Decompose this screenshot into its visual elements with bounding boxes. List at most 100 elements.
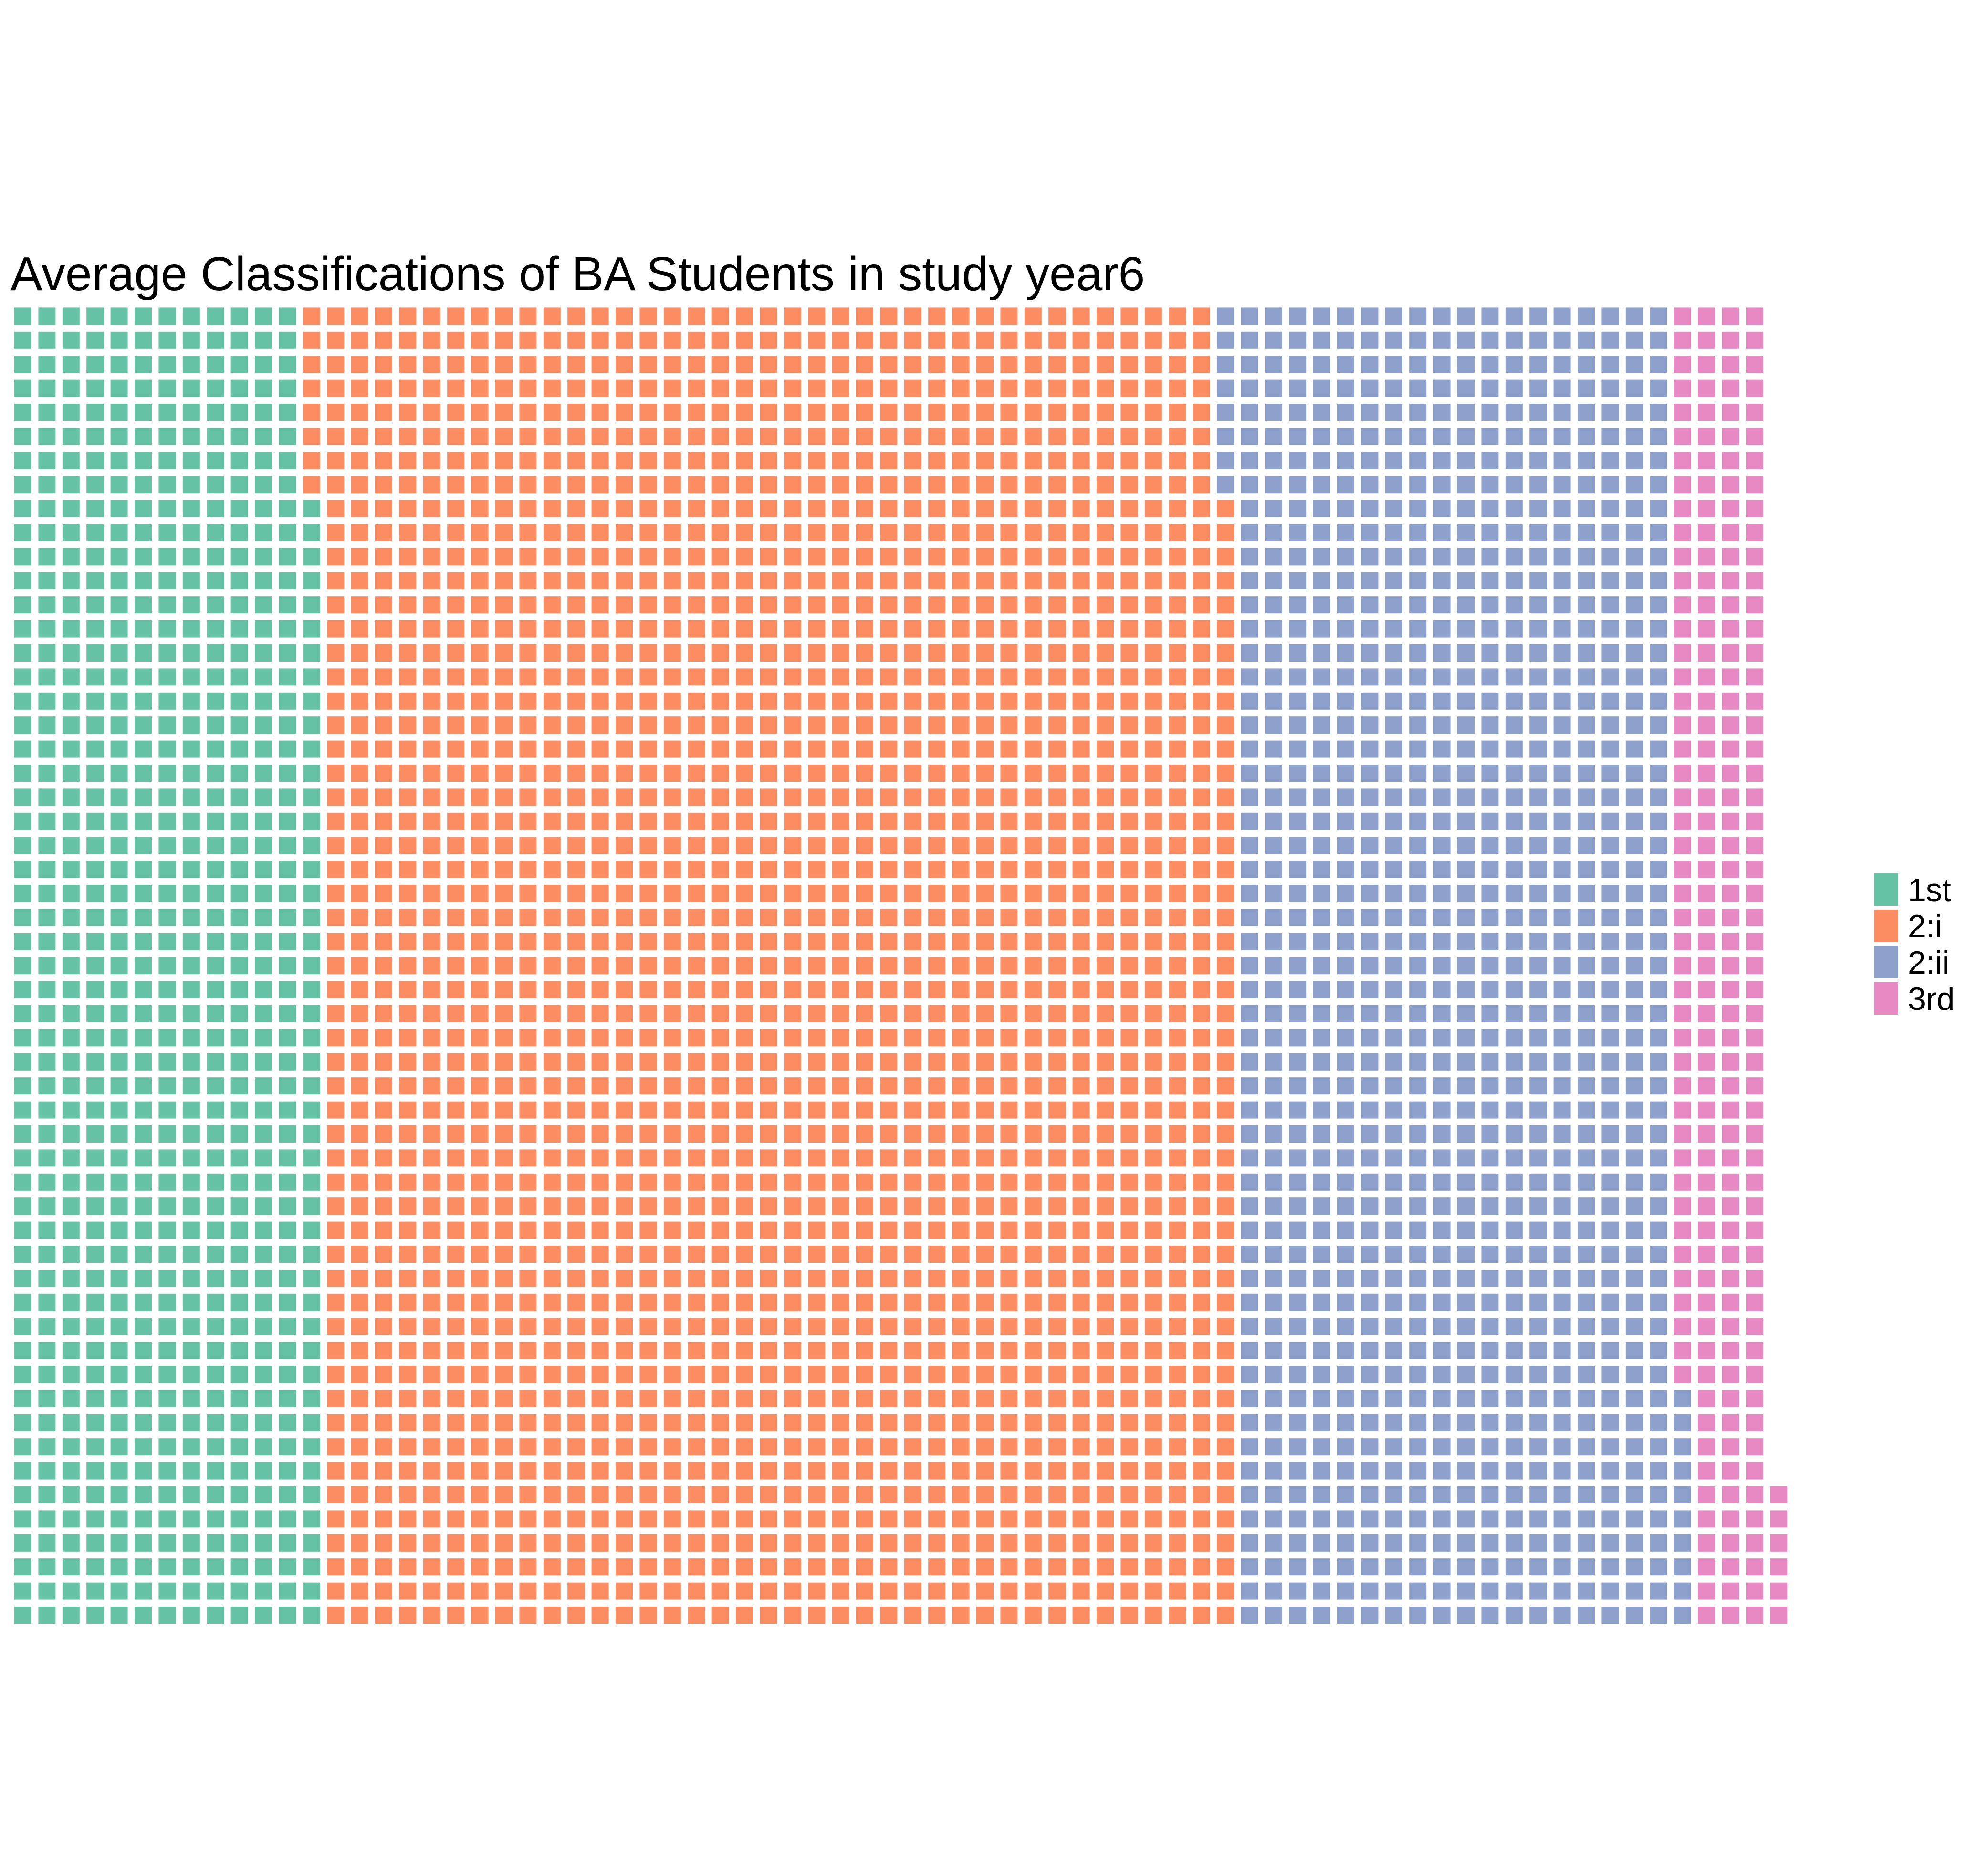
waffle-cell-2-i	[1000, 812, 1018, 830]
waffle-cell-2-i	[663, 572, 681, 589]
waffle-cell-2-i	[616, 428, 633, 445]
waffle-cell-1st	[255, 1029, 272, 1047]
waffle-cell-1st	[158, 572, 176, 589]
waffle-cell-2-i	[711, 1582, 729, 1600]
waffle-cell-2-i	[567, 1221, 585, 1239]
waffle-cell-2-i	[567, 1462, 585, 1480]
waffle-cell-2-i	[976, 500, 994, 517]
waffle-cell-2-i	[952, 837, 970, 854]
waffle-cell-2-i	[495, 572, 513, 589]
waffle-cell-1st	[110, 644, 128, 662]
waffle-cell-2-i	[1072, 1318, 1090, 1335]
waffle-cell-2-i	[495, 524, 513, 541]
waffle-cell-3rd	[1770, 1606, 1788, 1624]
waffle-cell-1st	[158, 356, 176, 373]
waffle-cell-2-i	[543, 1293, 561, 1311]
waffle-cell-2-i	[591, 1197, 609, 1215]
waffle-cell-2-i	[904, 933, 921, 950]
waffle-cell-2-ii	[1409, 452, 1427, 469]
waffle-cell-1st	[255, 548, 272, 566]
waffle-cell-2-i	[399, 452, 417, 469]
waffle-cell-2-i	[1024, 692, 1042, 710]
waffle-cell-2-ii	[1650, 668, 1667, 686]
waffle-cell-2-i	[471, 837, 489, 854]
waffle-cell-2-i	[1193, 909, 1210, 926]
waffle-cell-2-ii	[1553, 1486, 1571, 1503]
waffle-cell-1st	[303, 1486, 320, 1503]
waffle-cell-2-i	[616, 981, 633, 998]
waffle-cell-2-i	[327, 885, 345, 902]
waffle-cell-2-i	[351, 356, 368, 373]
waffle-cell-2-ii	[1625, 716, 1643, 734]
waffle-cell-1st	[303, 1366, 320, 1383]
waffle-cell-2-i	[423, 716, 440, 734]
waffle-cell-2-i	[688, 596, 705, 614]
waffle-cell-2-i	[616, 1029, 633, 1047]
waffle-cell-2-ii	[1457, 1149, 1475, 1167]
waffle-cell-2-i	[1120, 1173, 1138, 1191]
waffle-cell-2-i	[447, 1510, 465, 1528]
waffle-cell-2-i	[495, 476, 513, 494]
waffle-cell-2-i	[1024, 1462, 1042, 1480]
waffle-cell-2-i	[399, 1149, 417, 1167]
waffle-cell-1st	[62, 1414, 80, 1431]
waffle-cell-1st	[207, 1342, 224, 1359]
waffle-cell-2-ii	[1265, 1293, 1282, 1311]
waffle-cell-2-ii	[1361, 957, 1379, 975]
waffle-cell-2-i	[399, 1029, 417, 1047]
waffle-cell-2-i	[928, 307, 946, 325]
waffle-cell-1st	[14, 1029, 31, 1047]
waffle-cell-2-i	[399, 1077, 417, 1095]
waffle-cell-2-i	[1072, 1270, 1090, 1287]
waffle-cell-2-i	[1217, 1053, 1234, 1071]
waffle-cell-2-ii	[1289, 692, 1307, 710]
waffle-cell-1st	[110, 716, 128, 734]
waffle-cell-3rd	[1746, 596, 1763, 614]
waffle-cell-2-i	[567, 668, 585, 686]
waffle-cell-2-i	[904, 500, 921, 517]
waffle-cell-1st	[110, 765, 128, 782]
waffle-cell-3rd	[1746, 1005, 1763, 1022]
waffle-cell-2-i	[711, 524, 729, 541]
waffle-cell-1st	[182, 740, 200, 758]
waffle-cell-1st	[230, 837, 248, 854]
waffle-cell-2-i	[711, 1558, 729, 1576]
waffle-cell-2-ii	[1289, 668, 1307, 686]
waffle-cell-2-ii	[1650, 1197, 1667, 1215]
waffle-cell-2-i	[1120, 1246, 1138, 1263]
waffle-cell-3rd	[1770, 1510, 1788, 1528]
waffle-cell-3rd	[1674, 716, 1691, 734]
waffle-cell-1st	[62, 812, 80, 830]
waffle-cell-2-i	[639, 404, 657, 421]
waffle-cell-3rd	[1698, 1582, 1715, 1600]
waffle-cell-2-ii	[1385, 307, 1402, 325]
waffle-cell-2-i	[351, 909, 368, 926]
waffle-cell-2-i	[1097, 668, 1114, 686]
waffle-cell-2-i	[856, 957, 873, 975]
waffle-cell-2-i	[1193, 812, 1210, 830]
waffle-cell-2-i	[832, 1149, 849, 1167]
waffle-cell-1st	[230, 1558, 248, 1576]
waffle-cell-3rd	[1674, 933, 1691, 950]
waffle-cell-2-i	[736, 1197, 753, 1215]
waffle-cell-1st	[279, 1221, 296, 1239]
waffle-cell-1st	[14, 957, 31, 975]
waffle-cell-2-i	[375, 1414, 392, 1431]
waffle-cell-1st	[255, 1318, 272, 1335]
waffle-cell-1st	[255, 500, 272, 517]
waffle-cell-3rd	[1746, 1293, 1763, 1311]
waffle-cell-2-i	[1097, 1197, 1114, 1215]
waffle-cell-1st	[110, 307, 128, 325]
waffle-cell-2-ii	[1578, 452, 1595, 469]
waffle-cell-2-i	[663, 1606, 681, 1624]
waffle-cell-1st	[303, 1221, 320, 1239]
waffle-cell-2-i	[976, 452, 994, 469]
waffle-cell-2-i	[1120, 356, 1138, 373]
waffle-cell-1st	[255, 765, 272, 782]
waffle-cell-1st	[182, 1293, 200, 1311]
waffle-cell-2-i	[904, 981, 921, 998]
waffle-cell-2-ii	[1578, 476, 1595, 494]
waffle-cell-2-ii	[1241, 572, 1258, 589]
waffle-cell-2-i	[567, 1125, 585, 1143]
